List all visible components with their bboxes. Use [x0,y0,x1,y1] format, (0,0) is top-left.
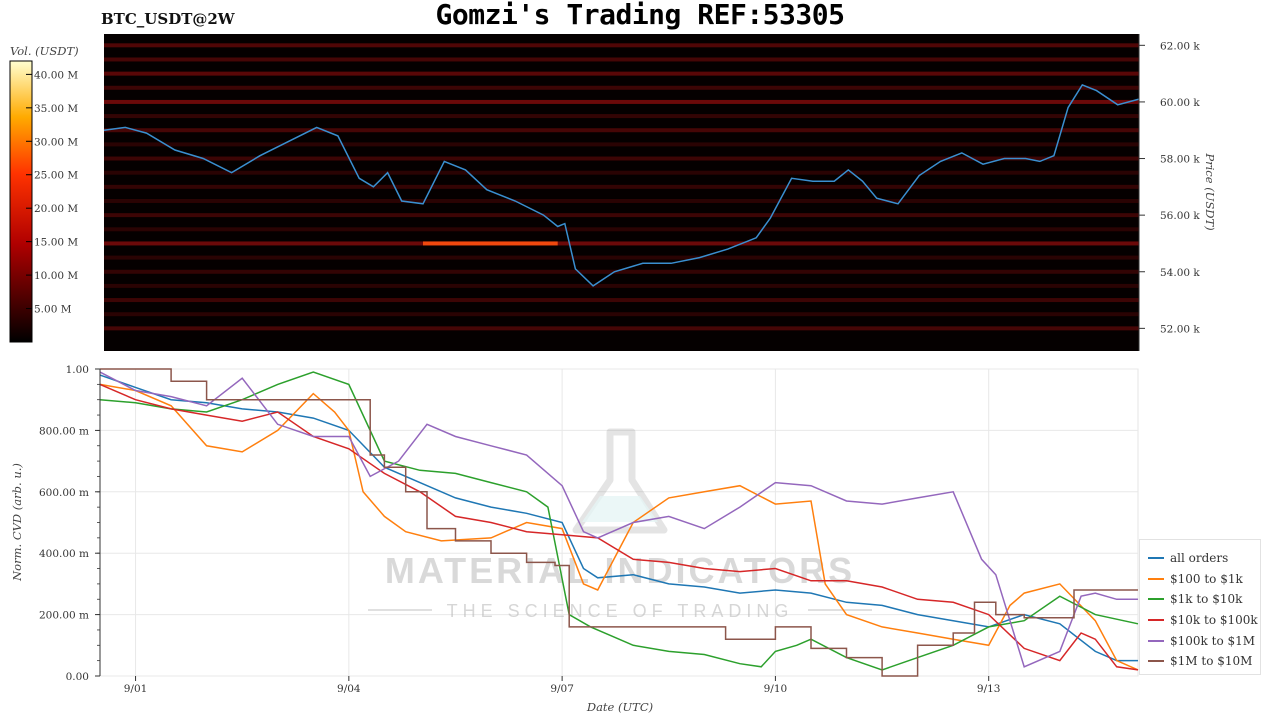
colorbar-ticks: 5.00 M 10.00 M 15.00 M 20.00 M 25.00 M 30.00 … [26,69,78,316]
flask-icon [572,428,668,534]
colorbar-tick-label: 15.00 M [34,237,78,249]
cvd-grid [100,368,1138,677]
legend-item: $100k to $1M [1148,630,1260,651]
liquidity-wall [104,241,1139,246]
cvd-series-line [99,371,1139,671]
legend-item: all orders [1148,548,1260,569]
colorbar-tick-label: 35.00 M [34,103,78,115]
cvd-x-tick-label: 9/07 [550,683,574,695]
heatmap-chart: Vol. (USDT) 5.00 M 10.00 M 15.00 M 20.00 M 2… [9,34,1217,351]
legend-item: $100 to $1k [1148,569,1260,590]
liquidity-wall [104,283,1139,288]
price-tick-label: 62.00 k [1160,40,1200,52]
cvd-series-line [99,383,1139,671]
liquidity-wall [104,57,1139,62]
legend-swatch [1148,660,1164,663]
legend: all orders $100 to $1k $1k to $10k $10k to … [1139,539,1261,675]
colorbar-tick-label: 30.00 M [34,136,78,148]
cvd-y-tick-label: 0.00 [66,671,89,683]
legend-swatch [1148,619,1164,622]
price-tick-label: 60.00 k [1160,97,1200,109]
legend-swatch [1148,577,1164,580]
liquidity-wall [104,156,1139,161]
liquidity-wall [104,184,1139,189]
price-tick-label: 56.00 k [1160,210,1200,222]
price-axis-ticks: 52.00 k 54.00 k 56.00 k 58.00 k 60.00 k 62.00… [1139,40,1200,335]
cvd-y-tick-label: 600.00 m [39,487,89,499]
symbol-label: BTC_USDT@2W [101,10,235,28]
legend-swatch [1148,598,1164,601]
heatmap-area [104,34,1139,351]
colorbar-tick-label: 25.00 M [34,170,78,182]
price-axis-label: Price (USDT) [1203,152,1217,230]
colorbar-tick-label: 10.00 M [34,270,78,282]
cvd-x-ticks: 9/01 9/04 9/07 9/10 9/13 [124,676,1001,695]
liquidity-wall-hot [423,241,558,246]
liquidity-wall [104,227,1139,232]
liquidity-wall [104,142,1139,147]
liquidity-wall [104,213,1139,218]
cvd-x-label: Date (UTC) [586,700,653,714]
watermark-brand: MATERIAL INDICATORS [385,550,855,591]
legend-swatch [1148,557,1164,560]
liquidity-wall [104,255,1139,260]
cvd-y-ticks: 0.00 200.00 m 400.00 m 600.00 m 800.00 m 1.00 [39,364,100,683]
liquidity-wall [104,326,1139,331]
cvd-series [99,368,1139,677]
chart-title: Gomzi's Trading REF:53305 [435,0,845,31]
liquidity-wall [104,298,1139,303]
colorbar-tick-label: 5.00 M [34,304,72,316]
price-tick-label: 58.00 k [1160,154,1200,166]
cvd-series-line [99,374,1138,662]
cvd-x-tick-label: 9/01 [124,683,148,695]
legend-swatch [1148,639,1164,642]
cvd-y-tick-label: 1.00 [66,364,89,376]
liquidity-wall [104,71,1139,76]
legend-label: $1M to $10M [1170,654,1253,669]
price-tick-label: 52.00 k [1160,323,1200,335]
cvd-y-label: Norm. CVD (arb. u.) [10,463,24,582]
legend-label: $10k to $100k [1170,613,1258,628]
liquidity-wall [104,85,1139,90]
colorbar-tick-label: 40.00 M [34,69,78,81]
colorbar-label: Vol. (USDT) [10,44,79,58]
liquidity-wall [104,128,1139,133]
liquidity-walls [104,43,1139,331]
liquidity-wall [104,198,1139,203]
watermark: MATERIAL INDICATORS THE SCIENCE OF TRADI… [368,428,872,621]
legend-label: all orders [1170,551,1229,566]
legend-item: $1k to $10k [1148,589,1260,610]
legend-item: $1M to $10M [1148,651,1260,672]
colorbar-tick-label: 20.00 M [34,203,78,215]
colorbar [9,60,33,343]
liquidity-wall [104,114,1139,119]
cvd-x-tick-label: 9/04 [337,683,361,695]
liquidity-wall [104,43,1139,48]
legend-label: $1k to $10k [1170,592,1243,607]
cvd-x-tick-label: 9/10 [764,683,788,695]
cvd-series-line [99,383,1139,671]
watermark-tagline: THE SCIENCE OF TRADING [447,601,794,621]
cvd-y-tick-label: 400.00 m [39,548,89,560]
legend-label: $100 to $1k [1170,571,1243,586]
price-tick-label: 54.00 k [1160,267,1200,279]
cvd-series-line [99,371,1138,668]
price-line [103,83,1140,287]
liquidity-wall [104,170,1139,175]
liquidity-wall [104,312,1139,317]
liquidity-wall [104,269,1139,274]
cvd-plot-area [99,368,1139,677]
cvd-x-tick-label: 9/13 [977,683,1001,695]
liquidity-wall [104,99,1139,104]
legend-label: $100k to $1M [1170,633,1256,648]
cvd-y-tick-label: 800.00 m [39,425,89,437]
cvd-series-line [100,368,1138,677]
legend-item: $10k to $100k [1148,610,1260,631]
cvd-y-tick-label: 200.00 m [39,610,89,622]
